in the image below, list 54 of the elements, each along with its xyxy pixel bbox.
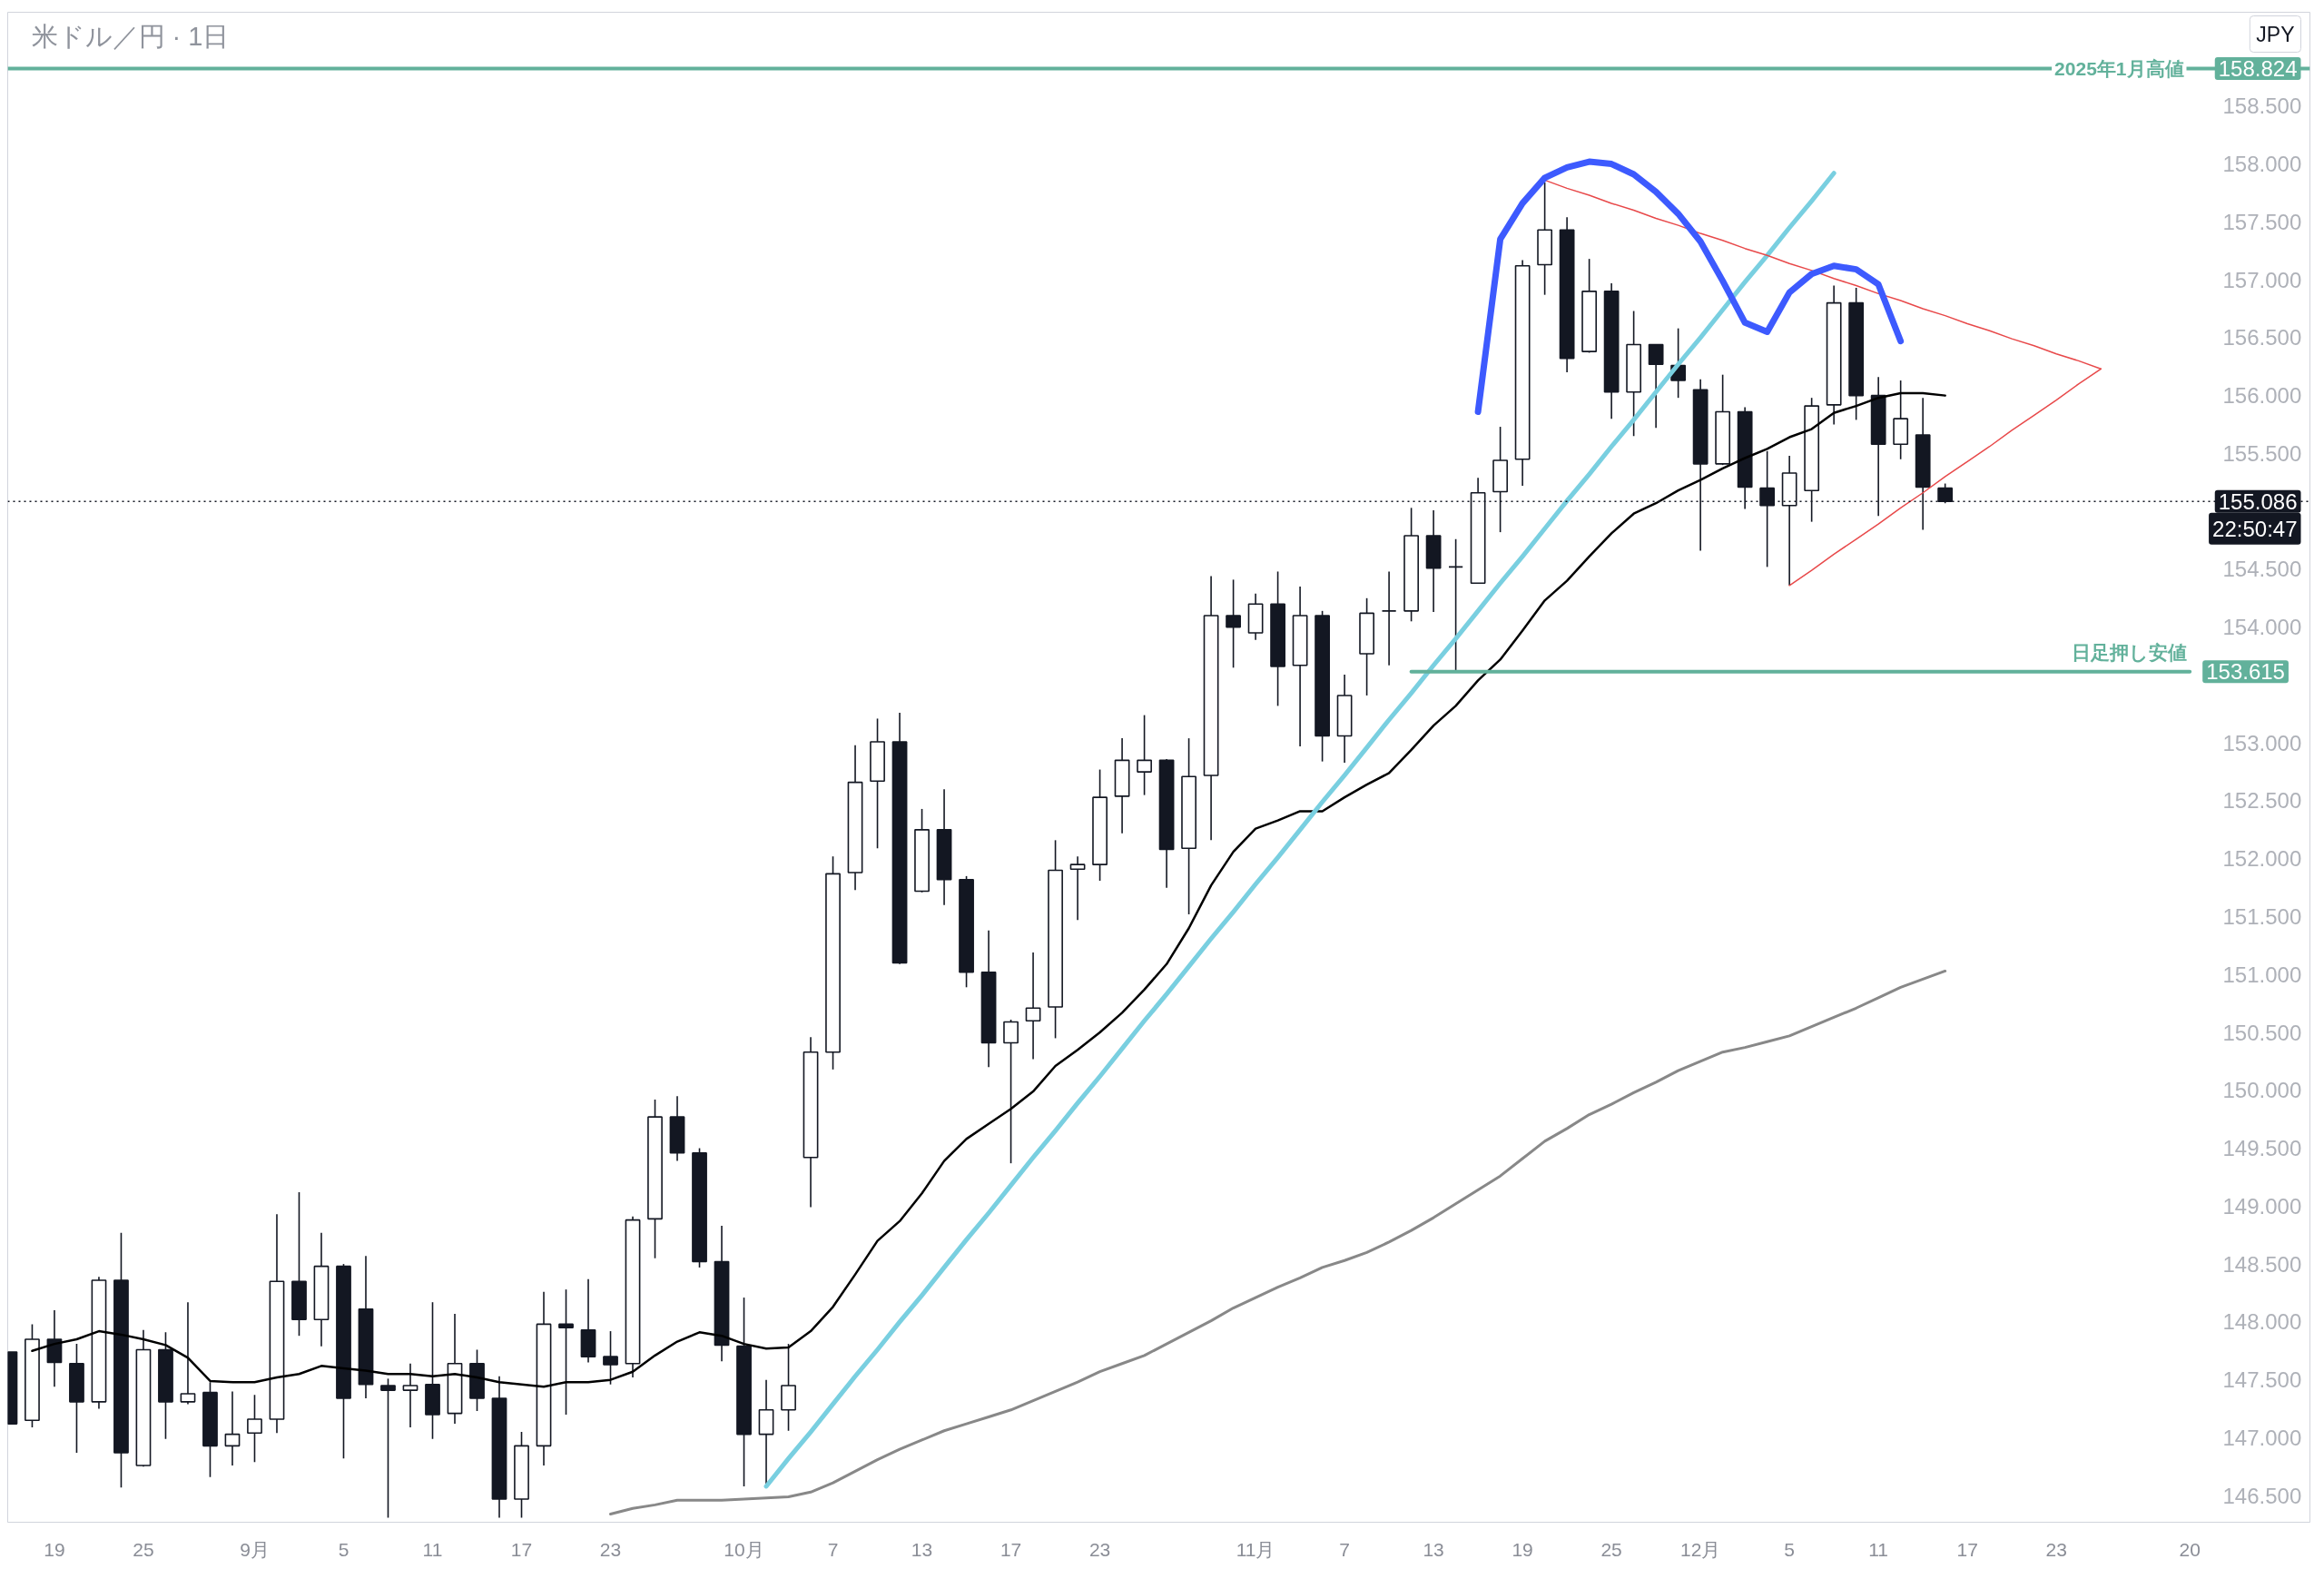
x-tick-label: 25	[1600, 1538, 1622, 1560]
data-label: 153.615	[2206, 659, 2285, 685]
y-tick-label: 149.000	[2222, 1193, 2302, 1219]
y-tick-label: 154.000	[2222, 615, 2302, 640]
x-tick-label: 11	[1868, 1538, 1889, 1560]
y-tick-label: 157.000	[2222, 267, 2302, 292]
x-tick-label: 5	[1784, 1538, 1795, 1560]
y-tick-label: 148.000	[2222, 1309, 2302, 1335]
x-tick-label: 17	[510, 1538, 533, 1560]
annotation: 155.086	[2218, 488, 2298, 514]
x-tick-label: 7	[827, 1538, 839, 1560]
y-tick-label: 158.000	[2222, 152, 2302, 177]
chart-title: 米ドル／円 · 1日	[31, 21, 230, 51]
x-tick-label: 20	[2179, 1538, 2201, 1560]
x-tick-label: 23	[599, 1538, 622, 1560]
y-tick-label: 156.000	[2222, 383, 2302, 409]
y-tick-label: 156.500	[2222, 325, 2302, 350]
y-tick-label: 151.500	[2222, 904, 2302, 930]
y-tick-label: 158.500	[2222, 94, 2302, 119]
ref-line-label: 2025年1月高値	[2054, 57, 2184, 79]
y-tick-label: 147.000	[2222, 1425, 2302, 1450]
series-label: 日足押し安値	[2072, 641, 2188, 663]
y-tick-label: 151.000	[2222, 962, 2302, 987]
x-tick-label: 5	[338, 1538, 350, 1560]
y-tick-label: 152.500	[2222, 788, 2302, 814]
y-tick-label: 146.500	[2222, 1483, 2302, 1508]
y-tick-label: 149.500	[2222, 1136, 2302, 1161]
x-tick-label: 19	[1512, 1538, 1533, 1560]
y-tick-label: 153.000	[2222, 730, 2302, 755]
x-tick-label: 19	[44, 1538, 65, 1560]
x-tick-label: 17	[1956, 1538, 1978, 1560]
annotation: 158.824	[2218, 55, 2298, 81]
x-tick-label: 10月	[724, 1538, 764, 1560]
annotation: 22:50:47	[2212, 516, 2298, 541]
x-tick-label: 9月	[240, 1538, 270, 1560]
y-tick-label: 148.500	[2222, 1251, 2302, 1277]
x-tick-label: 11	[422, 1538, 443, 1560]
y-tick-label: 155.500	[2222, 440, 2302, 466]
x-tick-label: 11月	[1236, 1538, 1275, 1560]
x-tick-label: 13	[911, 1538, 933, 1560]
y-tick-label: 154.500	[2222, 557, 2302, 582]
x-tick-label: 23	[2045, 1538, 2067, 1560]
x-tick-label: 13	[1423, 1538, 1444, 1560]
y-tick-label: 152.000	[2222, 846, 2302, 872]
x-tick-label: 7	[1339, 1538, 1350, 1560]
x-tick-label: 23	[1088, 1538, 1111, 1560]
y-tick-label: 150.500	[2222, 1020, 2302, 1045]
text: JPY	[2256, 22, 2295, 46]
x-tick-label: 25	[133, 1538, 154, 1560]
y-tick-label: 150.000	[2222, 1078, 2302, 1103]
y-tick-label: 147.500	[2222, 1367, 2302, 1393]
x-tick-label: 17	[1000, 1538, 1022, 1560]
y-tick-label: 157.500	[2222, 209, 2302, 234]
x-tick-label: 12月	[1679, 1538, 1721, 1560]
